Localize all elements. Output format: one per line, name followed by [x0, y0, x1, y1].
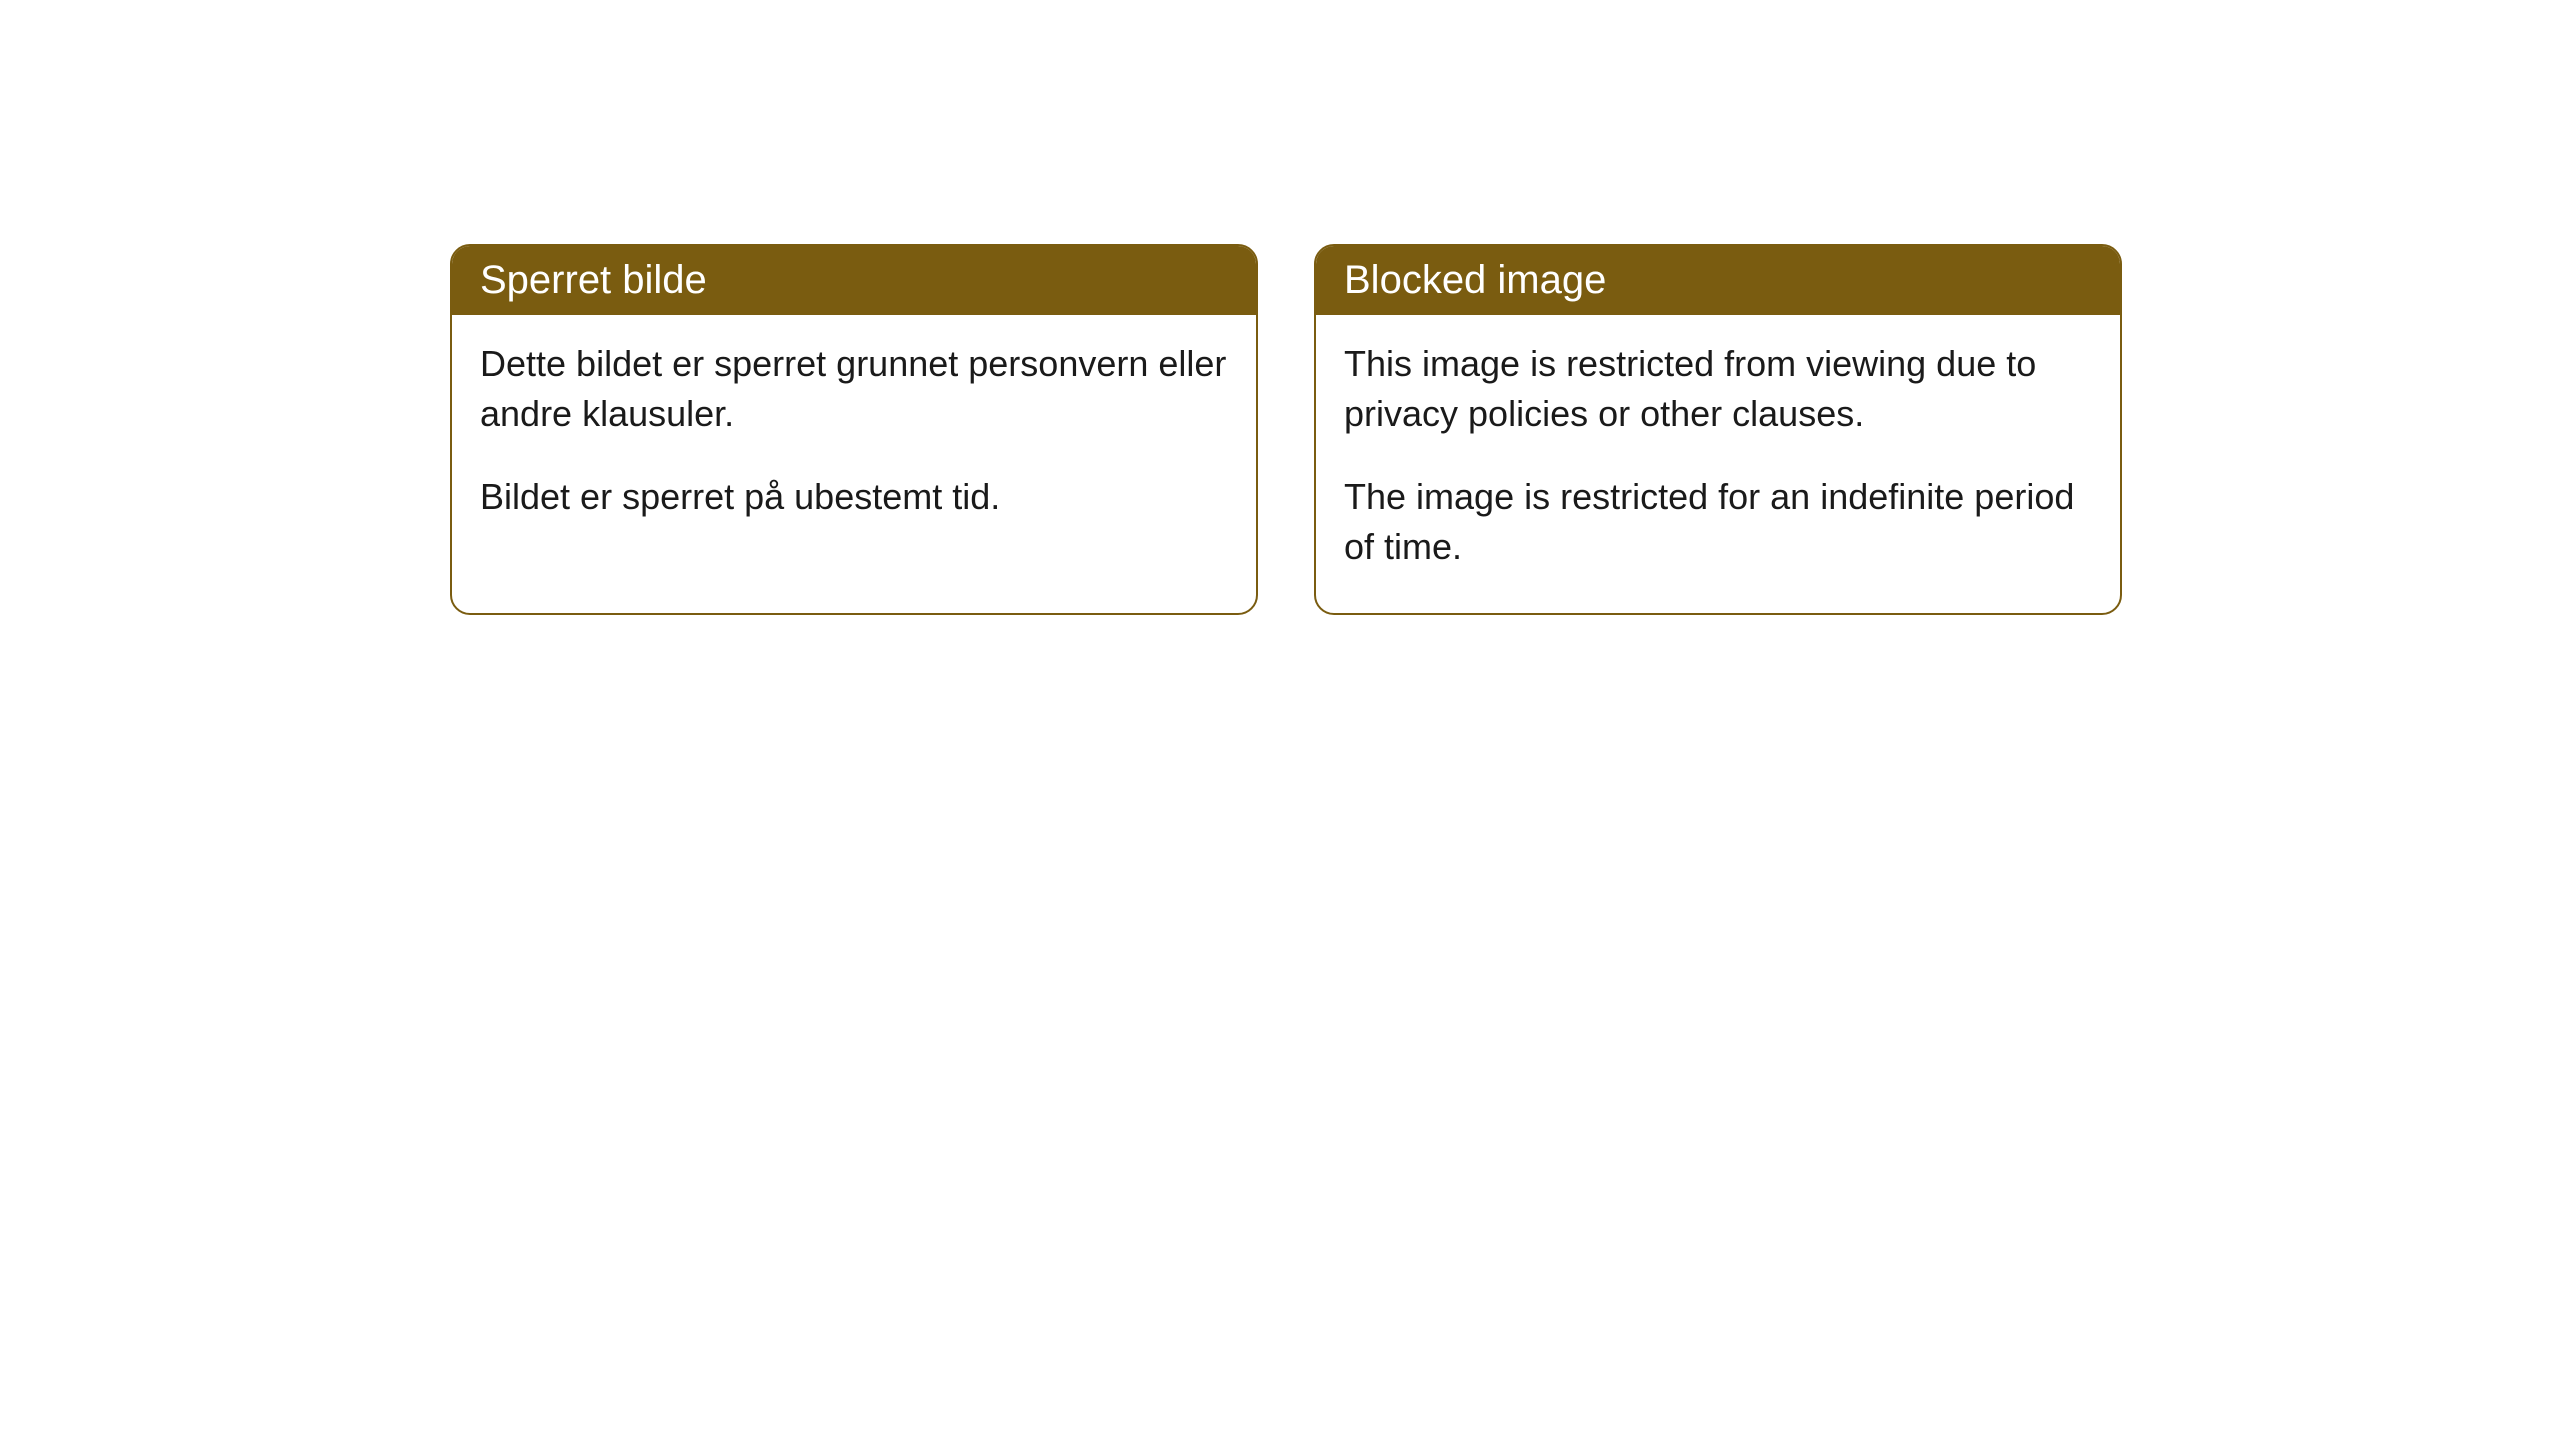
cards-container: Sperret bilde Dette bildet er sperret gr…	[450, 244, 2122, 615]
card-body-norwegian: Dette bildet er sperret grunnet personve…	[452, 315, 1256, 562]
card-text-norwegian-2: Bildet er sperret på ubestemt tid.	[480, 472, 1228, 522]
blocked-image-card-norwegian: Sperret bilde Dette bildet er sperret gr…	[450, 244, 1258, 615]
card-body-english: This image is restricted from viewing du…	[1316, 315, 2120, 613]
card-text-norwegian-1: Dette bildet er sperret grunnet personve…	[480, 339, 1228, 440]
blocked-image-card-english: Blocked image This image is restricted f…	[1314, 244, 2122, 615]
card-header-english: Blocked image	[1316, 246, 2120, 315]
card-text-english-2: The image is restricted for an indefinit…	[1344, 472, 2092, 573]
card-header-norwegian: Sperret bilde	[452, 246, 1256, 315]
card-text-english-1: This image is restricted from viewing du…	[1344, 339, 2092, 440]
